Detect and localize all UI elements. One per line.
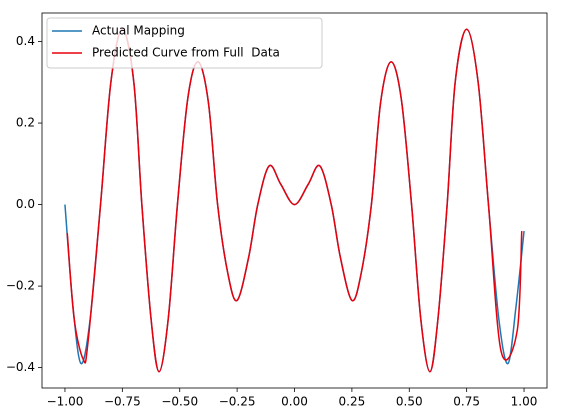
legend-box (46, 17, 323, 69)
axes-frame (41, 12, 548, 389)
y-tick-label: 0.2 (16, 116, 35, 130)
legend-label: Predicted Curve from Full Data (92, 46, 280, 60)
x-tick-label: −0.75 (104, 395, 141, 409)
x-tick-label: 1.00 (511, 395, 538, 409)
y-tick-label: −0.4 (6, 360, 35, 374)
x-tick-label: 0.50 (396, 395, 423, 409)
x-tick-label: 0.75 (453, 395, 480, 409)
x-tick-label: −0.50 (161, 395, 198, 409)
x-tick-label: 0.25 (339, 395, 366, 409)
x-tick-label: −1.00 (47, 395, 84, 409)
legend-label: Actual Mapping (92, 24, 185, 38)
x-tick-label: 0.00 (281, 395, 308, 409)
x-tick-label: −0.25 (219, 395, 256, 409)
series-line (66, 28, 523, 373)
y-tick-label: −0.2 (6, 279, 35, 293)
y-tick-label: 0.4 (16, 34, 35, 48)
y-tick-label: 0.0 (16, 197, 35, 211)
